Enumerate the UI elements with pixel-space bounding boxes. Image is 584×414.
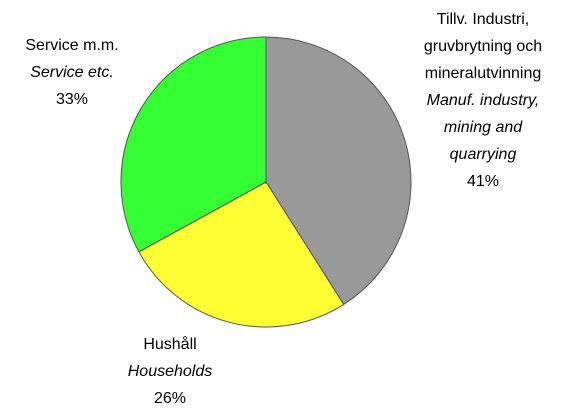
pie-slice <box>120 36 267 253</box>
slice-label-en: quarrying <box>450 146 517 163</box>
slice-label-en: Service etc. <box>30 64 114 81</box>
slice-label-en: Households <box>128 363 213 380</box>
slice-label: Hushåll <box>143 335 196 353</box>
pie-slice <box>265 36 412 306</box>
slice-label-en: mining and <box>444 119 523 136</box>
value-label: 33% <box>56 91 88 108</box>
value-label: 26% <box>154 390 186 407</box>
value-label: 41% <box>467 173 499 190</box>
slice-label: gruvbrytning och <box>424 38 542 55</box>
slice-label: Service m.m. <box>25 37 118 54</box>
slice-label: mineralutvinning <box>425 65 542 82</box>
slice-label-en: Manuf. industry, <box>427 92 540 109</box>
slice-label: Tillv. Industri, <box>437 11 529 28</box>
pie-slice <box>138 181 345 328</box>
